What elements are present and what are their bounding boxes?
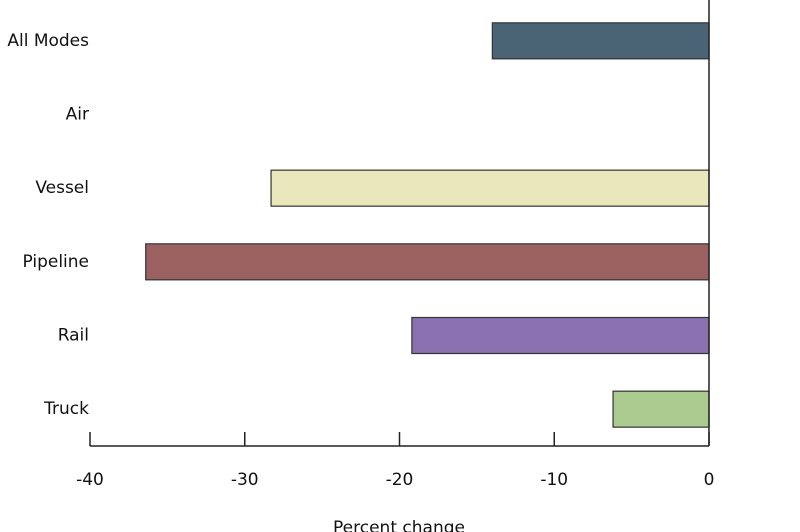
x-tick-label: -30	[231, 470, 259, 490]
x-tick-label: 0	[704, 470, 715, 490]
y-tick-label: Pipeline	[22, 252, 89, 272]
bar	[491, 22, 710, 60]
y-tick-label: All Modes	[7, 31, 89, 51]
y-tick-label: Vessel	[35, 178, 89, 198]
y-tick-label: Air	[66, 105, 89, 125]
bar	[612, 390, 710, 428]
y-tick-label: Truck	[43, 399, 89, 419]
bar	[411, 316, 710, 355]
x-tick-label: -10	[540, 470, 568, 490]
bar	[145, 243, 710, 281]
x-tick-label: -40	[76, 470, 104, 490]
bar	[270, 169, 710, 207]
y-tick-label: Rail	[58, 326, 89, 346]
x-tick-label: -20	[386, 470, 414, 490]
x-axis-label: Percent change	[333, 518, 465, 532]
